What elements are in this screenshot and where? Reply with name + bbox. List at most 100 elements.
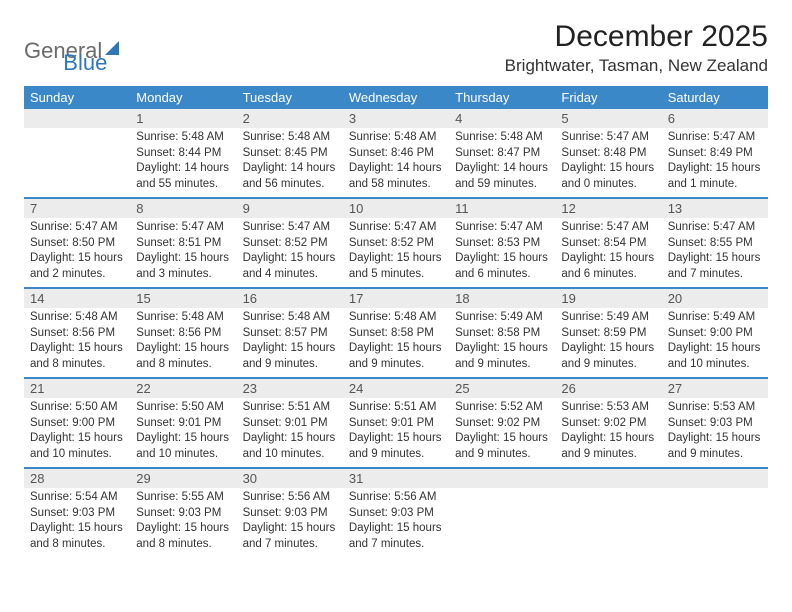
sunrise-text: Sunrise: 5:50 AM xyxy=(30,400,124,416)
calendar-cell: 20Sunrise: 5:49 AMSunset: 9:00 PMDayligh… xyxy=(662,289,768,377)
calendar-body: 1Sunrise: 5:48 AMSunset: 8:44 PMDaylight… xyxy=(24,109,768,557)
sunset-text: Sunset: 9:00 PM xyxy=(668,326,762,342)
calendar-cell: 1Sunrise: 5:48 AMSunset: 8:44 PMDaylight… xyxy=(130,109,236,197)
sunrise-text: Sunrise: 5:48 AM xyxy=(349,310,443,326)
sunrise-text: Sunrise: 5:47 AM xyxy=(136,220,230,236)
daylight-text: and 58 minutes. xyxy=(349,177,443,193)
sunset-text: Sunset: 9:02 PM xyxy=(455,416,549,432)
day-details: Sunrise: 5:48 AMSunset: 8:56 PMDaylight:… xyxy=(24,308,130,376)
daylight-text: and 7 minutes. xyxy=(243,537,337,553)
day-number: 24 xyxy=(343,379,449,398)
daylight-text: Daylight: 15 hours xyxy=(668,431,762,447)
day-number: 27 xyxy=(662,379,768,398)
calendar-cell: 25Sunrise: 5:52 AMSunset: 9:02 PMDayligh… xyxy=(449,379,555,467)
daylight-text: and 4 minutes. xyxy=(243,267,337,283)
day-number: 30 xyxy=(237,469,343,488)
day-details: Sunrise: 5:48 AMSunset: 8:44 PMDaylight:… xyxy=(130,128,236,196)
daylight-text: Daylight: 15 hours xyxy=(136,431,230,447)
calendar-cell: 16Sunrise: 5:48 AMSunset: 8:57 PMDayligh… xyxy=(237,289,343,377)
day-details: Sunrise: 5:49 AMSunset: 8:59 PMDaylight:… xyxy=(555,308,661,376)
daylight-text: and 7 minutes. xyxy=(668,267,762,283)
day-details: Sunrise: 5:47 AMSunset: 8:52 PMDaylight:… xyxy=(237,218,343,286)
day-details: Sunrise: 5:48 AMSunset: 8:47 PMDaylight:… xyxy=(449,128,555,196)
daylight-text: and 8 minutes. xyxy=(136,357,230,373)
calendar-cell: 28Sunrise: 5:54 AMSunset: 9:03 PMDayligh… xyxy=(24,469,130,557)
daylight-text: and 9 minutes. xyxy=(349,447,443,463)
sunset-text: Sunset: 8:45 PM xyxy=(243,146,337,162)
day-details: Sunrise: 5:47 AMSunset: 8:48 PMDaylight:… xyxy=(555,128,661,196)
calendar-week-row: 14Sunrise: 5:48 AMSunset: 8:56 PMDayligh… xyxy=(24,287,768,377)
sunset-text: Sunset: 9:03 PM xyxy=(243,506,337,522)
day-header: Sunday xyxy=(24,86,130,109)
daylight-text: Daylight: 14 hours xyxy=(243,161,337,177)
calendar-cell: 6Sunrise: 5:47 AMSunset: 8:49 PMDaylight… xyxy=(662,109,768,197)
day-header: Saturday xyxy=(662,86,768,109)
daylight-text: and 2 minutes. xyxy=(30,267,124,283)
calendar: Sunday Monday Tuesday Wednesday Thursday… xyxy=(24,86,768,557)
daylight-text: Daylight: 15 hours xyxy=(668,341,762,357)
day-number: 8 xyxy=(130,199,236,218)
day-number: 1 xyxy=(130,109,236,128)
sunrise-text: Sunrise: 5:53 AM xyxy=(668,400,762,416)
logo-text-blue: Blue xyxy=(63,50,107,76)
sunset-text: Sunset: 8:55 PM xyxy=(668,236,762,252)
day-details: Sunrise: 5:56 AMSunset: 9:03 PMDaylight:… xyxy=(237,488,343,556)
daylight-text: Daylight: 14 hours xyxy=(455,161,549,177)
month-title: December 2025 xyxy=(505,20,768,54)
daylight-text: and 1 minute. xyxy=(668,177,762,193)
day-number: 13 xyxy=(662,199,768,218)
sunset-text: Sunset: 9:00 PM xyxy=(30,416,124,432)
page-header: General Blue December 2025 Brightwater, … xyxy=(24,20,768,76)
daylight-text: and 9 minutes. xyxy=(455,447,549,463)
sunrise-text: Sunrise: 5:47 AM xyxy=(349,220,443,236)
day-details: Sunrise: 5:47 AMSunset: 8:51 PMDaylight:… xyxy=(130,218,236,286)
calendar-week-row: 1Sunrise: 5:48 AMSunset: 8:44 PMDaylight… xyxy=(24,109,768,197)
day-number xyxy=(555,469,661,488)
daylight-text: Daylight: 15 hours xyxy=(668,251,762,267)
sunset-text: Sunset: 8:58 PM xyxy=(455,326,549,342)
sunrise-text: Sunrise: 5:54 AM xyxy=(30,490,124,506)
sunrise-text: Sunrise: 5:48 AM xyxy=(30,310,124,326)
daylight-text: Daylight: 15 hours xyxy=(349,251,443,267)
sunrise-text: Sunrise: 5:51 AM xyxy=(349,400,443,416)
sunset-text: Sunset: 8:58 PM xyxy=(349,326,443,342)
day-details: Sunrise: 5:51 AMSunset: 9:01 PMDaylight:… xyxy=(343,398,449,466)
day-details: Sunrise: 5:47 AMSunset: 8:54 PMDaylight:… xyxy=(555,218,661,286)
sunset-text: Sunset: 8:52 PM xyxy=(243,236,337,252)
daylight-text: and 5 minutes. xyxy=(349,267,443,283)
sunset-text: Sunset: 9:01 PM xyxy=(136,416,230,432)
daylight-text: Daylight: 15 hours xyxy=(243,431,337,447)
daylight-text: and 9 minutes. xyxy=(561,357,655,373)
calendar-cell: 4Sunrise: 5:48 AMSunset: 8:47 PMDaylight… xyxy=(449,109,555,197)
sunrise-text: Sunrise: 5:48 AM xyxy=(349,130,443,146)
sunset-text: Sunset: 8:47 PM xyxy=(455,146,549,162)
daylight-text: and 8 minutes. xyxy=(136,537,230,553)
daylight-text: Daylight: 15 hours xyxy=(561,161,655,177)
day-header: Monday xyxy=(130,86,236,109)
day-details: Sunrise: 5:49 AMSunset: 9:00 PMDaylight:… xyxy=(662,308,768,376)
day-number: 23 xyxy=(237,379,343,398)
day-header: Thursday xyxy=(449,86,555,109)
calendar-cell: 24Sunrise: 5:51 AMSunset: 9:01 PMDayligh… xyxy=(343,379,449,467)
daylight-text: and 9 minutes. xyxy=(561,447,655,463)
day-number: 22 xyxy=(130,379,236,398)
sunrise-text: Sunrise: 5:48 AM xyxy=(455,130,549,146)
daylight-text: and 8 minutes. xyxy=(30,537,124,553)
daylight-text: and 9 minutes. xyxy=(455,357,549,373)
day-details: Sunrise: 5:54 AMSunset: 9:03 PMDaylight:… xyxy=(24,488,130,556)
sunrise-text: Sunrise: 5:47 AM xyxy=(30,220,124,236)
daylight-text: Daylight: 15 hours xyxy=(455,431,549,447)
calendar-cell: 13Sunrise: 5:47 AMSunset: 8:55 PMDayligh… xyxy=(662,199,768,287)
location-subtitle: Brightwater, Tasman, New Zealand xyxy=(505,56,768,76)
sunset-text: Sunset: 8:57 PM xyxy=(243,326,337,342)
day-number: 6 xyxy=(662,109,768,128)
sunset-text: Sunset: 8:46 PM xyxy=(349,146,443,162)
calendar-cell: 22Sunrise: 5:50 AMSunset: 9:01 PMDayligh… xyxy=(130,379,236,467)
day-header: Tuesday xyxy=(237,86,343,109)
day-details: Sunrise: 5:50 AMSunset: 9:00 PMDaylight:… xyxy=(24,398,130,466)
calendar-cell: 8Sunrise: 5:47 AMSunset: 8:51 PMDaylight… xyxy=(130,199,236,287)
daylight-text: Daylight: 15 hours xyxy=(455,251,549,267)
day-number: 19 xyxy=(555,289,661,308)
calendar-cell xyxy=(555,469,661,557)
calendar-cell: 14Sunrise: 5:48 AMSunset: 8:56 PMDayligh… xyxy=(24,289,130,377)
